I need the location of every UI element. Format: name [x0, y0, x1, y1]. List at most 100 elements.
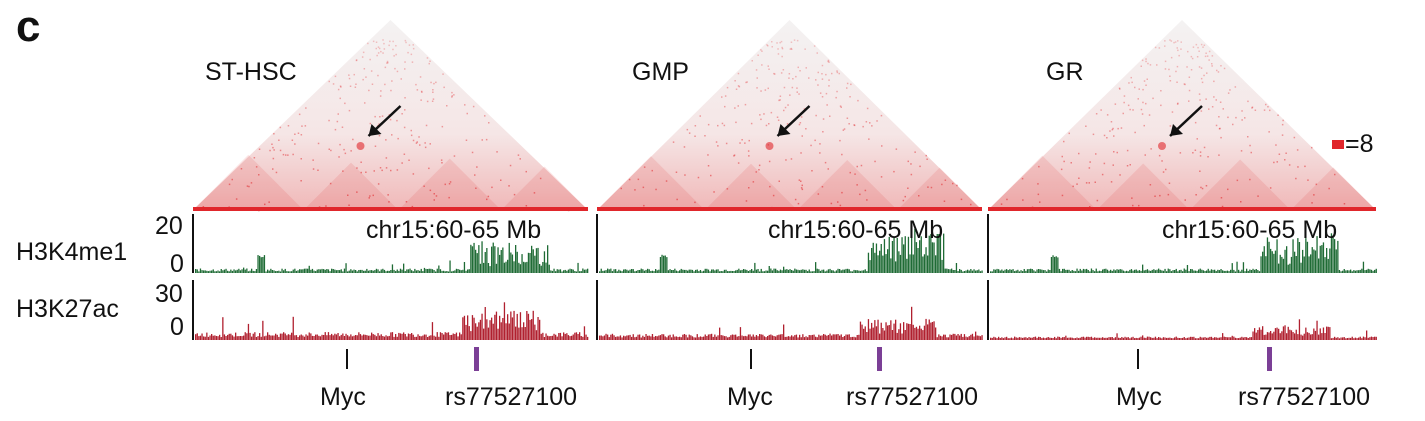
gene-label-myc-gmp: Myc [727, 383, 773, 411]
hic-contact [476, 166, 478, 168]
hic-contact [272, 157, 275, 160]
hic-contact [1021, 177, 1024, 180]
hic-contact [643, 204, 645, 207]
hic-loop-dot [1158, 142, 1166, 150]
hic-contact [1140, 108, 1143, 111]
hic-contact [758, 169, 760, 171]
hic-contact [486, 198, 488, 201]
hic-contact [337, 113, 339, 115]
hic-contact [836, 71, 839, 74]
hic-contact [1134, 131, 1136, 134]
hic-contact [821, 186, 824, 188]
hic-contact [381, 115, 384, 117]
hic-contact [779, 41, 781, 44]
hic-contact [1235, 116, 1237, 119]
hic-contact [464, 104, 466, 106]
hic-contact [926, 158, 928, 160]
hic-contact [377, 52, 380, 54]
hic-contact [312, 159, 314, 161]
hic-contact [828, 61, 830, 63]
hic-contact [396, 70, 399, 73]
hic-contact [778, 180, 780, 182]
hic-contact [800, 152, 802, 154]
hic-contact [431, 100, 434, 102]
hic-contact [1198, 66, 1201, 68]
hic-contact [1006, 198, 1008, 201]
hic-contact [856, 165, 858, 168]
hic-loop-dot [765, 142, 774, 150]
hic-contact [1244, 117, 1246, 119]
hic-contact [332, 83, 335, 85]
hic-contact [362, 51, 365, 54]
hic-contact [800, 180, 802, 182]
hic-contact [271, 143, 273, 145]
hic-contact [273, 133, 275, 135]
hic-contact [810, 144, 812, 147]
hic-contact [819, 92, 822, 94]
hic-contact [342, 170, 344, 172]
hic-contact [395, 45, 397, 47]
hic-contact [1205, 98, 1207, 100]
hic-contact [362, 78, 364, 81]
hic-contact [488, 122, 490, 124]
hic-contact [960, 198, 963, 201]
hic-contact [869, 122, 871, 124]
hic-contact [651, 169, 653, 172]
hic-contact [829, 115, 831, 117]
hic-contact [369, 122, 372, 125]
hic-contact [1215, 124, 1218, 127]
hic-contact [1227, 116, 1229, 119]
hic-contact [391, 80, 393, 82]
hic-contact [1208, 108, 1210, 110]
hic-contact [330, 149, 332, 152]
hic-contact [804, 48, 806, 50]
hic-contact [721, 122, 724, 125]
hic-contact [859, 193, 861, 196]
hic-contact [405, 41, 407, 44]
hic-contact [1131, 197, 1133, 199]
hic-contact [1158, 47, 1161, 49]
hic-contact [1229, 89, 1231, 91]
hic-contact [1186, 66, 1188, 68]
h3k27ac-signal-gr [990, 319, 1377, 340]
hic-contact [282, 153, 285, 156]
hic-contact [780, 40, 783, 43]
hic-contact [1171, 111, 1174, 113]
hic-contact [735, 121, 737, 124]
hic-contact [874, 160, 876, 163]
hic-contact [759, 114, 761, 116]
hic-contact [1060, 168, 1063, 171]
hic-contact [620, 187, 622, 190]
snp-label-gmp: rs77527100 [846, 383, 979, 411]
hic-contact [484, 115, 486, 117]
hic-contact [279, 126, 282, 129]
hic-contact [1204, 55, 1207, 58]
hic-contact [1106, 137, 1108, 139]
hic-contact [1343, 203, 1346, 205]
hic-contact [341, 126, 344, 128]
hic-contact [1296, 149, 1299, 151]
hic-contact [487, 195, 490, 198]
hic-contact [707, 154, 709, 156]
hic-contact [1184, 83, 1186, 86]
hic-contact [433, 82, 435, 85]
hic-contact [777, 119, 780, 121]
hic-tad-domain [501, 166, 588, 210]
gene-tick-myc [750, 349, 752, 369]
hic-contact [755, 69, 758, 71]
hic-contact [758, 164, 761, 167]
hic-contact [1222, 108, 1224, 110]
hic-contact [817, 193, 820, 195]
hic-contact [1194, 121, 1197, 124]
hic-contact [255, 166, 258, 168]
h3k27ac-signal-gmp [599, 306, 983, 340]
hic-contact [404, 61, 406, 63]
hic-contact [1194, 149, 1197, 151]
hic-contact [373, 170, 375, 172]
hic-contact [381, 169, 383, 172]
hic-contact [927, 186, 929, 188]
hic-contact [1169, 80, 1172, 82]
hic-contact [676, 198, 678, 201]
hic-contact [738, 85, 741, 88]
hic-contact [747, 150, 750, 152]
